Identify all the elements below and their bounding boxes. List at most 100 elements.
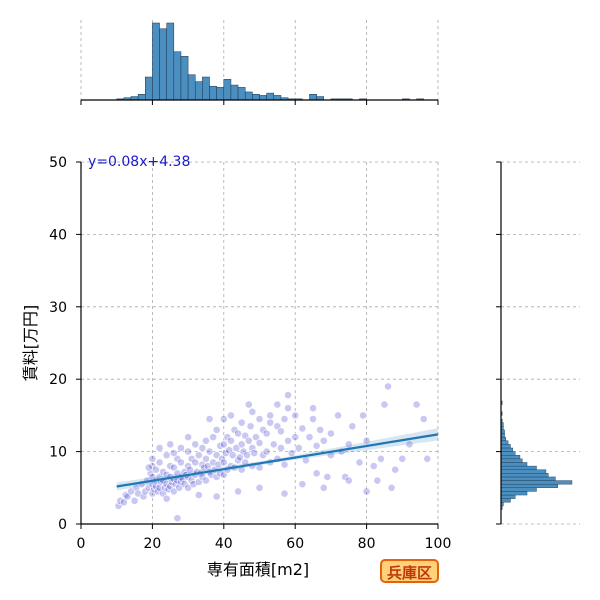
scatter-point xyxy=(262,429,271,438)
scatter-point xyxy=(380,400,389,409)
scatter-point xyxy=(227,436,235,445)
x-hist-bar xyxy=(309,94,317,101)
scatter-point xyxy=(114,501,123,510)
y-hist-bar xyxy=(500,491,528,496)
scatter-point xyxy=(205,447,214,456)
scatter-point xyxy=(369,462,378,470)
scatter-point xyxy=(202,436,210,445)
scatter-point xyxy=(177,444,185,452)
y-hist-bar xyxy=(500,465,537,470)
scatter-point xyxy=(194,451,203,460)
y-hist-bar xyxy=(500,455,521,460)
scatter-point xyxy=(305,433,314,442)
x-tick-label: 100 xyxy=(425,536,452,552)
scatter-point xyxy=(237,418,246,427)
scatter-point xyxy=(227,411,235,420)
scatter-point xyxy=(146,469,155,478)
y-tick-label: 10 xyxy=(49,445,67,461)
scatter-point xyxy=(246,422,255,431)
scatter-point xyxy=(348,422,357,431)
x-hist-bar xyxy=(145,76,153,101)
scatter-point xyxy=(235,453,244,462)
scatter-point xyxy=(405,440,414,449)
scatter-point xyxy=(212,451,221,460)
regression-equation-label: y=0.08x+4.38 xyxy=(88,154,190,170)
scatter-point xyxy=(309,415,317,423)
scatter-point xyxy=(148,454,157,463)
scatter-point xyxy=(291,433,300,442)
scatter-point xyxy=(175,483,184,492)
regression-line xyxy=(116,433,439,488)
x-hist-bar xyxy=(194,81,203,101)
scatter-point xyxy=(248,407,257,416)
y-hist-bar xyxy=(500,498,511,503)
scatter-point xyxy=(119,498,128,507)
scatter-point xyxy=(202,476,210,485)
scatter-point xyxy=(269,440,278,449)
y-tick-label: 30 xyxy=(49,300,67,316)
y-hist-bar xyxy=(500,462,528,467)
scatter-point xyxy=(219,440,228,449)
y-hist-bar xyxy=(500,436,506,441)
scatter-point xyxy=(244,436,253,445)
scatter-point xyxy=(316,425,325,434)
scatter-point xyxy=(209,433,217,442)
area-badge: 兵庫区 xyxy=(380,559,440,583)
scatter-point xyxy=(359,411,367,420)
scatter-point xyxy=(212,492,221,501)
scatter-point xyxy=(255,439,264,447)
x-marginal-histogram xyxy=(116,22,424,101)
x-hist-bar xyxy=(216,87,225,101)
scatter-point xyxy=(291,411,300,420)
x-tick-label: 60 xyxy=(286,536,304,552)
scatter-point xyxy=(162,494,171,503)
scatter-point xyxy=(312,469,321,478)
scatter-point xyxy=(169,463,178,472)
scatter-points xyxy=(114,382,432,523)
y-tick-label: 20 xyxy=(49,372,67,388)
scatter-point xyxy=(376,454,385,463)
scatter-point xyxy=(194,491,203,499)
grid-lines xyxy=(80,20,580,525)
scatter-point xyxy=(277,427,285,436)
x-tick-label: 0 xyxy=(77,536,86,552)
scatter-point xyxy=(219,458,228,467)
x-hist-bar xyxy=(166,22,175,101)
scatter-point xyxy=(398,454,407,463)
y-axis-title: 賃料[万円] xyxy=(21,305,40,382)
scatter-point xyxy=(326,429,335,438)
scatter-point xyxy=(248,444,257,452)
x-hist-bar xyxy=(223,79,232,101)
scatter-point xyxy=(191,458,200,467)
scatter-point xyxy=(355,458,364,467)
y-hist-bar xyxy=(500,451,516,456)
y-tick-label: 50 xyxy=(49,155,67,171)
scatter-point xyxy=(212,425,221,434)
scatter-point xyxy=(344,476,353,485)
scatter-point xyxy=(362,436,371,445)
x-hist-bar xyxy=(152,22,160,101)
scatter-point xyxy=(362,487,371,496)
scatter-point xyxy=(173,514,182,523)
scatter-point xyxy=(184,433,192,442)
y-hist-bar xyxy=(500,444,511,449)
scatter-point xyxy=(262,447,271,456)
x-hist-bar xyxy=(180,56,189,101)
scatter-point xyxy=(130,496,139,505)
scatter-point xyxy=(280,460,289,469)
scatter-point xyxy=(234,487,242,496)
x-hist-bar xyxy=(187,74,196,101)
scatter-point xyxy=(155,444,164,452)
scatter-point xyxy=(298,424,307,433)
scatter-point xyxy=(219,415,228,423)
scatter-point xyxy=(412,400,421,409)
scatter-point xyxy=(228,451,237,460)
y-hist-bar xyxy=(500,447,514,452)
x-tick-label: 80 xyxy=(358,536,376,552)
scatter-point xyxy=(237,440,246,449)
scatter-point xyxy=(127,487,135,496)
x-hist-bar xyxy=(259,95,267,101)
scatter-point xyxy=(312,441,321,450)
scatter-point xyxy=(280,415,289,423)
scatter-point xyxy=(284,391,292,400)
